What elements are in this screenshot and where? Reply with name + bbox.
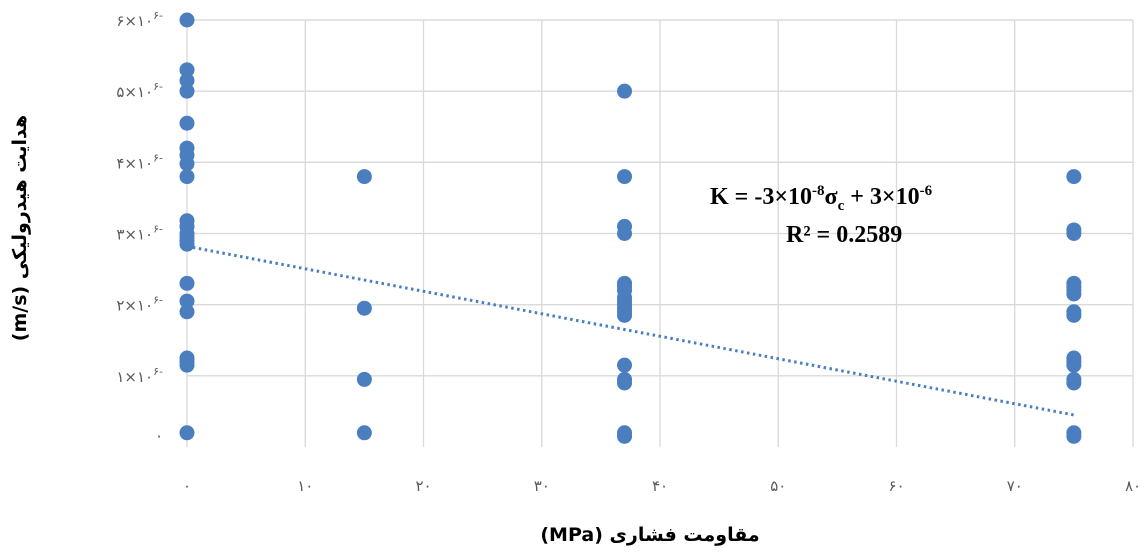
y-tick-base: ۲×۱۰ xyxy=(116,297,153,315)
x-tick-label: ۱۰ xyxy=(297,477,313,495)
y-tick-exponent: ۶- xyxy=(153,365,163,378)
y-tick-label: ۲×۱۰۶- xyxy=(116,294,163,315)
data-point xyxy=(617,307,633,323)
data-point xyxy=(1066,169,1082,185)
x-tick-label: ۴۰ xyxy=(652,477,668,495)
y-tick-base: ۶×۱۰ xyxy=(116,12,153,30)
y-tick-labels: ۰۱×۱۰۶-۲×۱۰۶-۳×۱۰۶-۴×۱۰۶-۵×۱۰۶-۶×۱۰۶- xyxy=(116,9,163,445)
data-point xyxy=(617,357,633,373)
data-point xyxy=(1066,357,1082,373)
data-point xyxy=(356,425,372,441)
data-point xyxy=(179,115,195,131)
data-point xyxy=(179,12,195,28)
data-point xyxy=(617,226,633,241)
data-point xyxy=(179,357,195,373)
y-tick-label: ۳×۱۰۶- xyxy=(116,223,163,244)
data-point xyxy=(179,62,195,78)
y-tick-base: ۳×۱۰ xyxy=(116,226,153,244)
y-tick-exponent: ۶- xyxy=(153,223,163,236)
data-point xyxy=(617,169,633,185)
data-points xyxy=(179,12,1082,444)
y-tick-base: ۵×۱۰ xyxy=(116,83,153,101)
x-tick-label: ۲۰ xyxy=(415,477,431,495)
y-tick-exponent: ۶- xyxy=(153,9,163,22)
x-tick-label: ۷۰ xyxy=(1007,477,1023,495)
data-point xyxy=(179,169,195,185)
equation-subscript: c xyxy=(838,198,845,214)
equation-lead: K = -3×10 xyxy=(710,184,812,210)
data-point xyxy=(1066,226,1082,241)
y-tick-base: ۰ xyxy=(155,427,163,445)
equation-exponent-1: -8 xyxy=(812,183,825,199)
data-point xyxy=(1066,286,1082,302)
data-point xyxy=(179,156,195,172)
data-point xyxy=(1066,428,1082,444)
data-point xyxy=(179,293,195,309)
y-tick-label: ۵×۱۰۶- xyxy=(116,80,163,101)
data-point xyxy=(617,375,633,391)
data-point xyxy=(179,275,195,291)
data-point xyxy=(617,428,633,444)
x-tick-labels: ۰ ۱۰ ۲۰ ۳۰ ۴۰ ۵۰ ۶۰ ۷۰ ۸۰ xyxy=(183,477,1141,495)
y-axis-title: هدایت هیدرولیکی (m/s) xyxy=(9,115,31,341)
x-tick-label: ۰ xyxy=(183,477,191,495)
x-tick-label: ۵۰ xyxy=(770,477,786,495)
data-point xyxy=(617,83,633,99)
y-tick-exponent: ۶- xyxy=(153,294,163,307)
data-point xyxy=(1066,375,1082,391)
y-tick-exponent: ۶- xyxy=(153,80,163,93)
data-point xyxy=(356,300,372,316)
x-tick-label: ۳۰ xyxy=(534,477,550,495)
equation-middle: + 3×10 xyxy=(844,184,919,210)
data-point xyxy=(179,236,195,252)
y-tick-label: ۰ xyxy=(155,427,163,445)
data-point xyxy=(179,304,195,320)
y-tick-label: ۱×۱۰۶- xyxy=(116,365,163,386)
trendline xyxy=(186,244,1075,417)
data-point xyxy=(356,169,372,185)
data-point xyxy=(179,72,195,88)
x-tick-label: ۶۰ xyxy=(888,477,904,495)
equation-sigma: σ xyxy=(825,184,838,210)
equation-line: K = -3×10-8σc + 3×10-6 xyxy=(710,183,933,214)
equation-exponent-2: -6 xyxy=(920,183,933,199)
x-axis-title: مقاومت فشاری (MPa) xyxy=(540,524,759,546)
data-point xyxy=(179,425,195,441)
trendline-group xyxy=(186,244,1075,417)
data-point xyxy=(1066,307,1082,323)
y-tick-label: ۶×۱۰۶- xyxy=(116,9,163,30)
data-point xyxy=(356,371,372,387)
y-tick-base: ۱×۱۰ xyxy=(116,368,153,386)
y-tick-label: ۴×۱۰۶- xyxy=(116,151,163,172)
x-tick-label: ۸۰ xyxy=(1125,477,1141,495)
trendline-equation: K = -3×10-8σc + 3×10-6 R² = 0.2589 xyxy=(710,183,933,248)
grid-lines xyxy=(186,19,1134,447)
r-squared: R² = 0.2589 xyxy=(786,222,902,248)
y-tick-exponent: ۶- xyxy=(153,151,163,164)
data-point xyxy=(179,83,195,99)
y-tick-base: ۴×۱۰ xyxy=(116,154,153,172)
